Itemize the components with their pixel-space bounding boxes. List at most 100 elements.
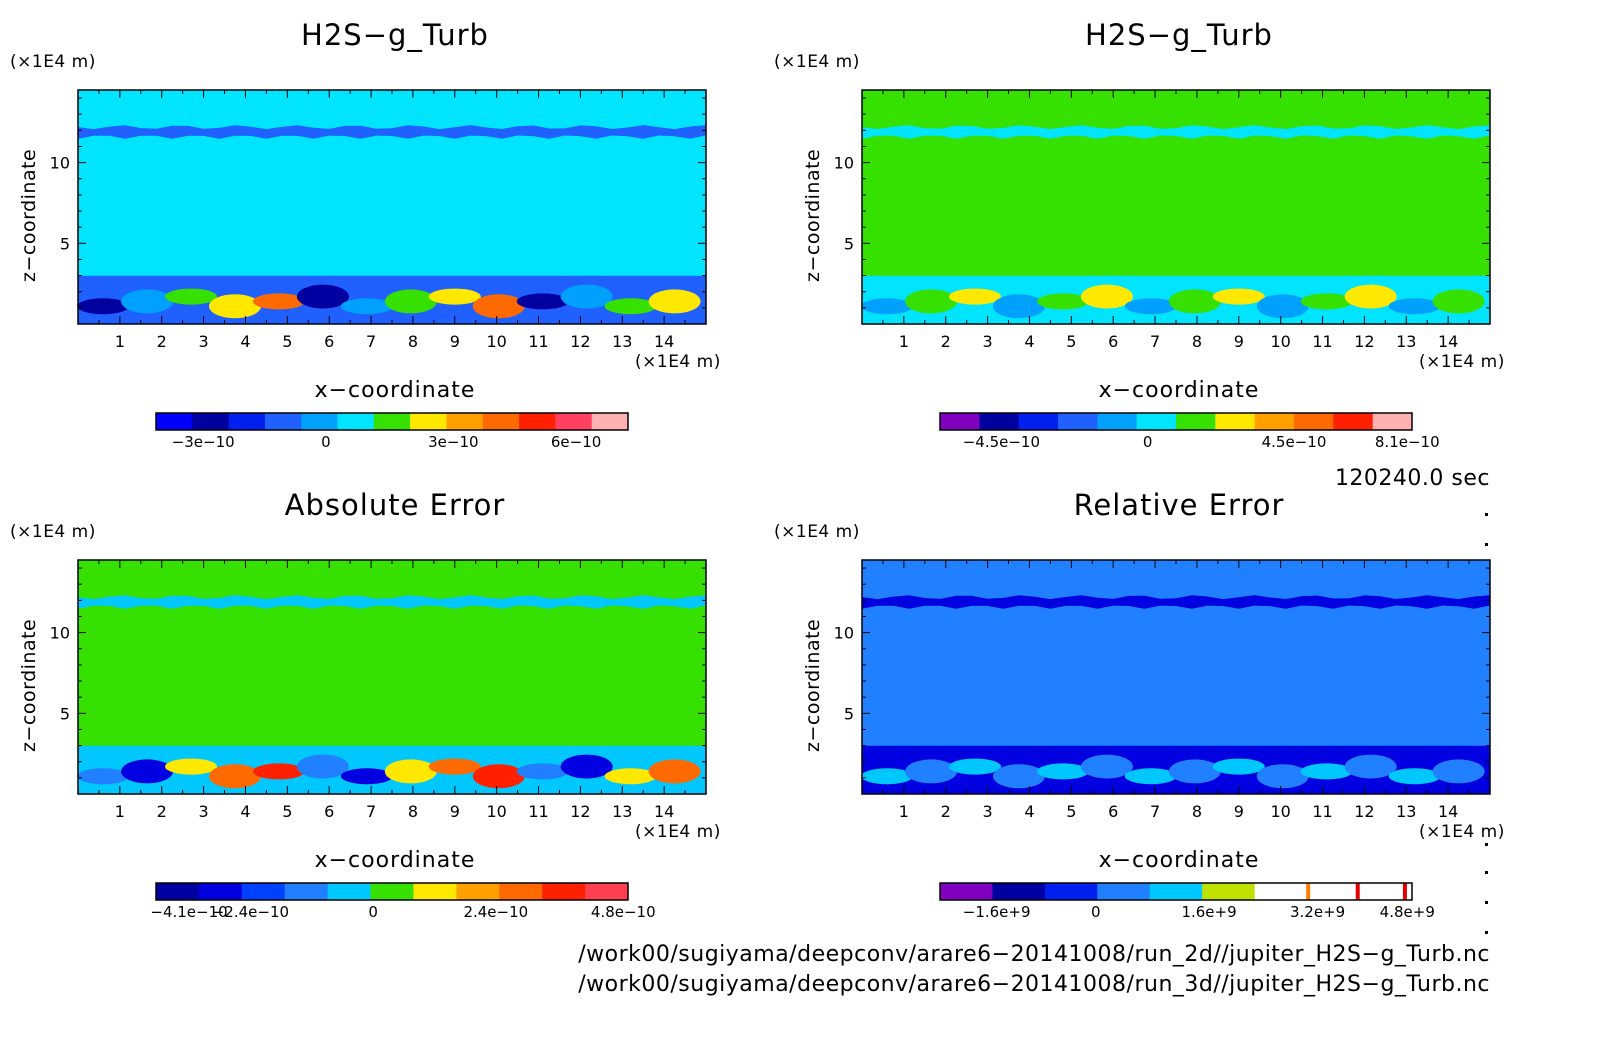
turbulent-eddy (1344, 284, 1397, 309)
turbulent-eddy (1168, 759, 1221, 784)
x-tick-label: 6 (1108, 332, 1118, 351)
colorbar-segment (979, 413, 1020, 430)
y-tick-label: 5 (60, 234, 70, 253)
colorbar-segment (1202, 883, 1256, 900)
turbulent-eddy (560, 754, 613, 779)
x-tick-label: 11 (1312, 332, 1332, 351)
colorbar-segment (591, 413, 629, 430)
turbulent-eddy (1344, 754, 1397, 779)
colorbar-segment (1359, 883, 1413, 900)
colorbar-segment (542, 883, 586, 900)
x-tick-label: 4 (1024, 332, 1034, 351)
x-unit: (×1E4 m) (1419, 352, 1505, 372)
turbulent-eddy (428, 288, 481, 305)
colorbar-segment (1097, 883, 1151, 900)
panel-title: H2S−g_Turb (1085, 18, 1273, 52)
marker-dot (1485, 513, 1488, 516)
colorbar-label: 0 (368, 903, 378, 921)
turbulent-eddy (428, 758, 481, 775)
x-tick-label: 2 (941, 332, 951, 351)
x-tick-label: 3 (983, 802, 993, 821)
x-unit: (×1E4 m) (635, 352, 721, 372)
colorbar-segment (482, 413, 520, 430)
x-tick-label: 13 (1396, 332, 1416, 351)
x-tick-label: 14 (654, 332, 674, 351)
turbulent-eddy (1388, 768, 1441, 785)
turbulent-eddy (296, 754, 349, 779)
colorbar-label: 6e−10 (551, 433, 601, 451)
turbulent-eddy (560, 284, 613, 309)
colorbar-segment (1215, 413, 1256, 430)
colorbar-segment (370, 883, 414, 900)
colorbar-segment (992, 883, 1046, 900)
x-axis-label: x−coordinate (314, 848, 476, 873)
turbulent-eddy (1388, 298, 1441, 315)
colorbar-segment (1149, 883, 1203, 900)
turbulent-eddy (384, 759, 437, 784)
turbulent-eddy (905, 289, 958, 314)
x-unit: (×1E4 m) (635, 822, 721, 842)
x-tick-label: 10 (1270, 802, 1290, 821)
turbulent-eddy (1432, 759, 1485, 784)
turbulent-eddy (648, 289, 701, 314)
x-tick-label: 8 (1192, 802, 1202, 821)
x-tick-label: 13 (612, 332, 632, 351)
turbulent-eddy (516, 763, 569, 780)
file-path-3d: /work00/sugiyama/deepconv/arare6−2014100… (578, 972, 1490, 997)
turbulent-eddy (993, 764, 1045, 789)
colorbar-frame (939, 412, 1413, 431)
x-tick-label: 14 (1438, 802, 1458, 821)
colorbar-segment (228, 413, 266, 430)
colorbar-segment (1097, 413, 1138, 430)
upper-band (78, 125, 706, 139)
colorbar-segment (1333, 413, 1374, 430)
x-tick-label: 7 (366, 332, 376, 351)
x-tick-label: 4 (1024, 802, 1034, 821)
x-tick-label: 10 (486, 332, 506, 351)
x-tick-label: 11 (528, 802, 548, 821)
upper-band (78, 595, 706, 609)
turbulent-eddy (861, 768, 914, 785)
colorbar-segment (241, 883, 286, 900)
x-tick-label: 12 (1354, 802, 1374, 821)
turbulent-eddy (648, 759, 701, 784)
x-tick-label: 8 (408, 332, 418, 351)
colorbar-label: 0 (1091, 903, 1101, 921)
y-tick-label: 5 (844, 234, 854, 253)
turbulent-eddy (993, 294, 1045, 319)
x-tick-label: 7 (1150, 332, 1160, 351)
colorbar-segment (1294, 413, 1334, 430)
y-tick-label: 10 (50, 154, 70, 173)
x-tick-label: 2 (157, 332, 167, 351)
colorbar-label: 1.6e+9 (1181, 903, 1236, 921)
turbulent-eddy (1080, 754, 1133, 779)
colorbar-label: −1.6e+9 (963, 903, 1031, 921)
colorbar-segment (1018, 413, 1059, 430)
turbulent-eddy (1432, 289, 1485, 314)
turbulent-eddy (340, 298, 393, 315)
y-unit: (×1E4 m) (10, 52, 96, 72)
x-tick-label: 3 (199, 332, 209, 351)
x-tick-label: 2 (157, 802, 167, 821)
colorbar-segment (327, 883, 372, 900)
colorbar-segment (519, 413, 556, 430)
x-tick-label: 3 (983, 332, 993, 351)
upper-band (862, 125, 1490, 139)
turbulent-eddy (1168, 289, 1221, 314)
time-stamp: 120240.0 sec (1334, 466, 1490, 491)
y-tick-label: 5 (844, 704, 854, 723)
turbulent-eddy (77, 298, 130, 315)
colorbar-segment (585, 883, 629, 900)
colorbar-segment (1372, 413, 1413, 430)
x-tick-label: 12 (1354, 332, 1374, 351)
file-path-2d: /work00/sugiyama/deepconv/arare6−2014100… (578, 942, 1490, 967)
turbulent-eddy (905, 759, 958, 784)
x-tick-label: 3 (199, 802, 209, 821)
marker-dot (1485, 543, 1488, 546)
turbulent-eddy (1212, 758, 1265, 775)
x-tick-label: 9 (1234, 802, 1244, 821)
